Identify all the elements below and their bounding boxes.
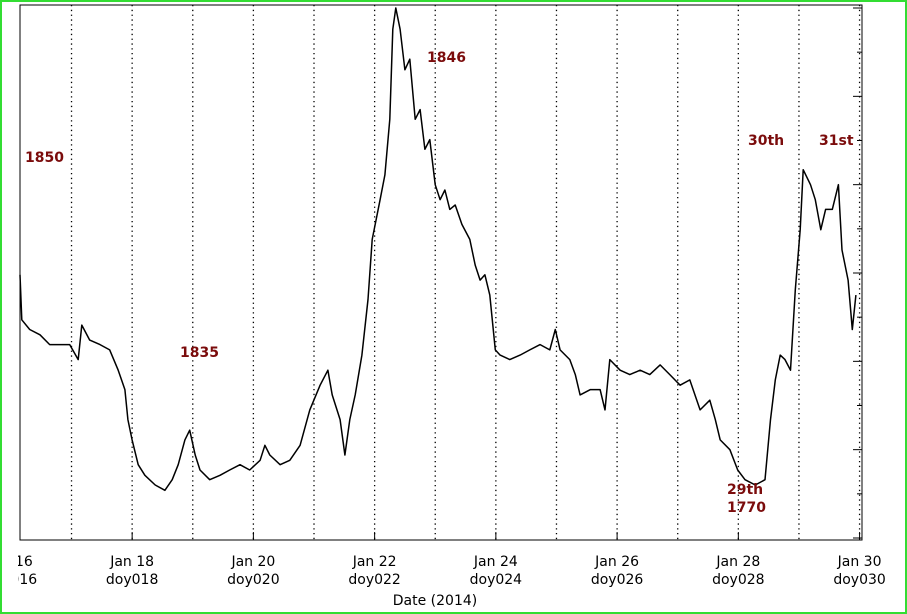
annotation: 31st [819,133,854,149]
x-tick-label: Jan 20 [230,554,275,570]
x-tick-sublabel: doy022 [348,572,400,588]
x-tick-sublabel: doy030 [833,572,885,588]
x-tick-label: Jan 30 [837,554,882,570]
x-tick-sublabel: doy018 [106,572,158,588]
annotation: 30th [748,133,784,149]
x-tick-label: Jan 26 [594,554,639,570]
annotation: 1770 [727,500,766,516]
data-line [19,7,857,492]
x-tick-sublabel: doy024 [470,572,523,588]
annotation: 29th [727,482,763,498]
x-tick-label: Jan 16 [0,554,33,570]
x-tick-sublabel: doy028 [712,572,764,588]
x-tick-label: Jan 22 [352,554,397,570]
x-tick-sublabel: doy016 [0,572,37,588]
annotation: 1835 [180,345,219,361]
annotation: 1846 [427,50,466,66]
x-axis-label: Date (2014) [393,593,477,609]
x-tick-sublabel: doy026 [591,572,644,588]
annotation: 1850 [25,150,64,166]
x-tick-label: Jan 24 [473,554,518,570]
x-tick-label: Jan 28 [715,554,760,570]
x-tick-label: Jan 18 [109,554,154,570]
x-tick-sublabel: doy020 [227,572,279,588]
